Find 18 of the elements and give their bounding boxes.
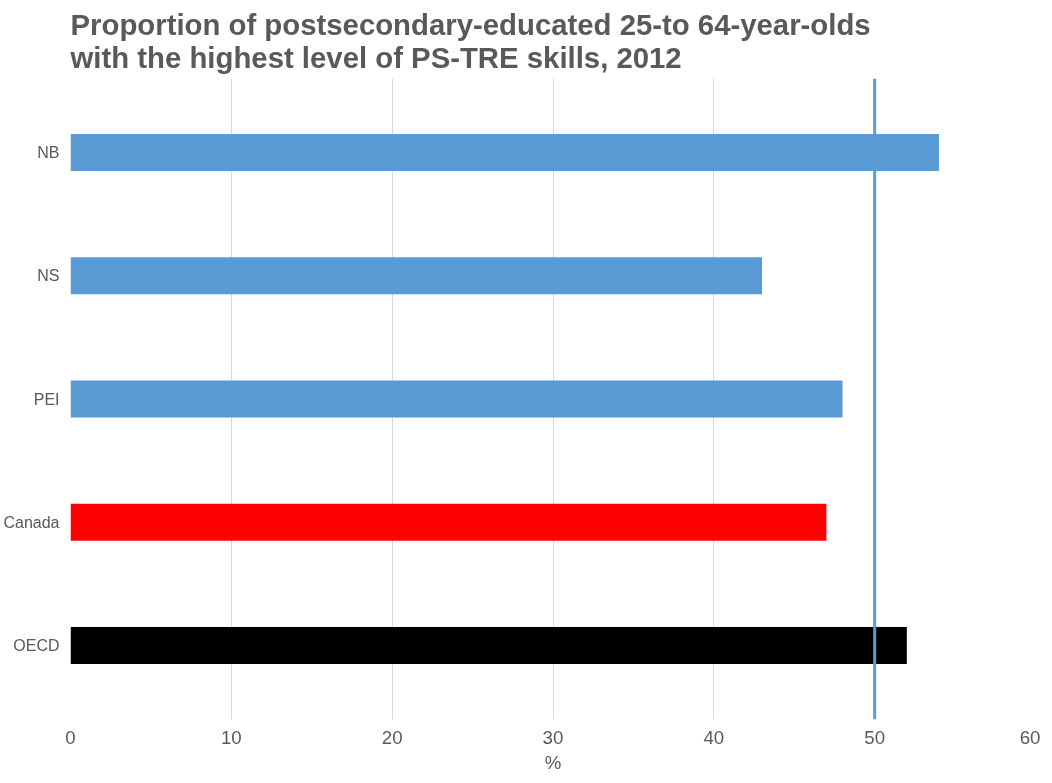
bar <box>70 380 843 418</box>
x-tick-label: 30 <box>542 726 564 748</box>
x-tick-label: 50 <box>864 726 886 748</box>
x-tick-label: 20 <box>381 726 403 748</box>
chart-title: Proportion of postsecondary-educated 25-to 64-year-olds with the highest level of PS-TRE skills, 2012 <box>69 7 871 74</box>
x-axis-title: % <box>544 751 562 773</box>
x-tick-label: 10 <box>220 726 242 748</box>
y-tick-label: PEI <box>33 390 60 408</box>
y-tick-label: NS <box>37 267 60 285</box>
y-tick-label: Canada <box>3 513 60 531</box>
y-tick-label: OECD <box>13 637 60 655</box>
x-tick-label: 40 <box>703 726 725 748</box>
x-tick-label: 0 <box>65 726 76 748</box>
bar <box>70 627 907 665</box>
y-tick-label: NB <box>37 143 60 161</box>
x-tick-label: 60 <box>1019 726 1041 748</box>
bar <box>70 503 827 541</box>
bar <box>70 257 763 295</box>
